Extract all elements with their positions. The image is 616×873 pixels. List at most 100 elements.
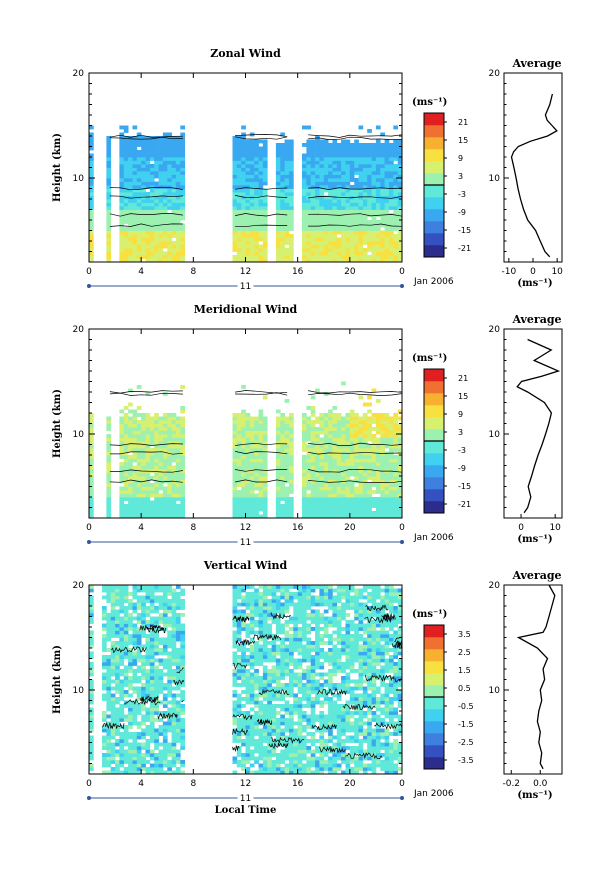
heatmap-cell	[349, 167, 355, 172]
heatmap-cell	[171, 637, 177, 642]
heatmap-cell	[89, 185, 94, 189]
heatmap-cell	[249, 237, 255, 242]
heatmap-cell	[241, 430, 246, 435]
heatmap-cell	[171, 213, 177, 217]
heatmap-cell	[328, 206, 333, 210]
heatmap-cell	[245, 490, 251, 494]
heatmap-cell	[323, 174, 329, 179]
heatmap-cell	[232, 602, 238, 607]
colorbar-swatch	[424, 441, 444, 454]
heatmap-cell	[332, 153, 338, 158]
heatmap-cell	[271, 760, 277, 764]
heatmap-cell	[267, 609, 272, 614]
heatmap-cell	[89, 613, 94, 617]
heatmap-cell	[323, 441, 329, 445]
heatmap-cell	[158, 234, 164, 238]
heatmap-cell	[249, 686, 255, 691]
heatmap-cell	[262, 588, 268, 593]
heatmap-cell	[302, 237, 307, 242]
heatmap-cell	[171, 244, 177, 249]
heatmap-cell	[258, 146, 264, 151]
heatmap-cell	[245, 500, 251, 505]
heatmap-cell	[371, 511, 377, 515]
heatmap-cell	[171, 588, 177, 593]
heatmap-cell	[158, 153, 164, 158]
heatmap-cell	[128, 500, 133, 505]
heatmap-cell	[162, 662, 168, 666]
heatmap-cell	[241, 157, 246, 161]
heatmap-cell	[106, 700, 112, 705]
heatmap-cell	[232, 756, 238, 761]
heatmap-cell	[371, 181, 377, 186]
heatmap-cell	[236, 199, 242, 203]
heatmap-cell	[167, 490, 172, 494]
heatmap-cell	[310, 420, 316, 424]
heatmap-cell	[236, 448, 242, 452]
heatmap-cell	[258, 188, 264, 193]
heatmap-cell	[384, 234, 390, 238]
heatmap-cell	[180, 641, 185, 645]
heatmap-cell	[397, 248, 403, 252]
heatmap-cell	[249, 679, 255, 684]
heatmap-cell	[110, 760, 116, 764]
heatmap-cell	[267, 651, 272, 656]
colorbar-swatch	[424, 453, 444, 466]
heatmap-cell	[119, 679, 125, 684]
heatmap-cell	[128, 188, 133, 193]
heatmap-cell	[232, 230, 238, 235]
heatmap-cell	[384, 192, 390, 196]
heatmap-cell	[154, 143, 159, 147]
heatmap-cell	[319, 469, 325, 473]
heatmap-cell	[175, 623, 181, 628]
heatmap-cell	[158, 427, 164, 431]
heatmap-cell	[158, 139, 164, 144]
heatmap-cell	[319, 188, 325, 193]
heatmap-cell	[245, 479, 251, 484]
heatmap-cell	[262, 251, 268, 256]
contour-line	[109, 390, 403, 394]
heatmap-cell	[362, 479, 368, 484]
heatmap-cell	[236, 700, 242, 705]
heatmap-cell	[149, 739, 155, 743]
heatmap-cell	[171, 469, 177, 473]
heatmap-cell	[102, 763, 107, 768]
heatmap-cell	[249, 223, 255, 228]
heatmap-cell	[358, 223, 364, 228]
heatmap-cell	[249, 199, 255, 203]
heatmap-cell	[328, 514, 333, 519]
heatmap-cell	[362, 174, 368, 179]
heatmap-cell	[175, 181, 181, 186]
heatmap-cell	[136, 234, 142, 238]
heatmap-cell	[132, 756, 138, 761]
heatmap-cell	[345, 199, 351, 203]
heatmap-cell	[306, 199, 312, 203]
heatmap-cell	[128, 167, 133, 172]
heatmap-cell	[275, 753, 281, 757]
heatmap-cell	[145, 164, 151, 168]
heatmap-cell	[123, 609, 129, 614]
heatmap-cell	[119, 216, 125, 221]
heatmap-cell	[245, 185, 251, 189]
heatmap-cell	[128, 423, 133, 428]
heatmap-cell	[371, 416, 377, 421]
heatmap-cell	[336, 244, 342, 249]
heatmap-cell	[267, 718, 272, 722]
heatmap-cell	[358, 451, 364, 456]
heatmap-cell	[271, 679, 277, 684]
heatmap-cell	[145, 770, 151, 775]
heatmap-cell	[158, 143, 164, 147]
heatmap-cell	[158, 202, 164, 207]
heatmap-cell	[371, 213, 377, 217]
heatmap-cell	[389, 476, 394, 480]
heatmap-cell	[158, 213, 164, 217]
heatmap-cell	[180, 613, 185, 617]
heatmap-cell	[258, 714, 264, 719]
heatmap-cell	[284, 178, 290, 182]
contour-line	[109, 195, 403, 199]
heatmap-cell	[275, 199, 281, 203]
heatmap-cell	[245, 592, 251, 596]
heatmap-cell	[389, 206, 394, 210]
heatmap-cell	[154, 711, 159, 715]
heatmap-cell	[154, 462, 159, 466]
heatmap-cell	[249, 434, 255, 438]
